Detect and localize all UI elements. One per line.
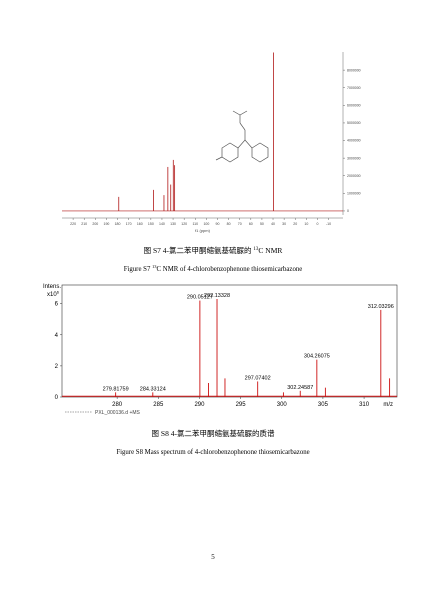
peak-label: 312.03296	[368, 304, 394, 310]
y-tick-label: 4000000	[347, 139, 361, 143]
caption-text: Figure S7	[124, 266, 152, 273]
y-tick-label: 5000000	[347, 121, 361, 125]
y-tick-label: 4	[55, 333, 59, 339]
caption-sup: 13	[152, 264, 157, 269]
peak-label: 304.26075	[304, 354, 330, 360]
x-tick-label: 90	[216, 222, 220, 226]
captions: 图 S7 4-氯二苯甲酮缩氨基硫脲的 13C NMR Figure S7 13C…	[116, 245, 309, 561]
x-tick-label: 140	[159, 222, 165, 226]
x-tick-label: -10	[326, 222, 331, 226]
y-tick-label: 2000000	[347, 174, 361, 178]
y-tick-label: 3000000	[347, 156, 361, 160]
x-tick-label: 220	[70, 222, 76, 226]
x-tick-label: 70	[238, 222, 242, 226]
x-tick-label: 295	[236, 402, 247, 408]
peak-label: 279.81759	[103, 386, 129, 392]
x-tick-label: 110	[192, 222, 198, 226]
page-number: 5	[211, 553, 215, 561]
x-tick-label: 80	[227, 222, 231, 226]
x-tick-label: 300	[277, 402, 288, 408]
y-tick-label: 7000000	[347, 86, 361, 90]
x-axis-label: m/z	[383, 402, 393, 408]
peak-label: 290.05127	[187, 295, 213, 301]
x-tick-label: 305	[318, 402, 329, 408]
peak-label: 292.13328	[204, 293, 230, 299]
peak-label: 284.33124	[140, 386, 166, 392]
y-multiplier: x106	[47, 290, 60, 299]
caption-text: C NMR	[258, 246, 282, 255]
y-multiplier-base: x10	[47, 292, 57, 298]
legend-label: PXL_000136.d +MS	[95, 410, 141, 416]
y-axis-label: Intens.	[43, 284, 61, 290]
x-tick-label: 120	[181, 222, 187, 226]
caption-en: Figure S7 13C NMR of 4-chlorobenzophenon…	[124, 264, 303, 273]
x-tick-label: 50	[260, 222, 264, 226]
caption-text: C NMR of 4-chlorobenzophenone thiosemica…	[157, 266, 303, 273]
x-tick-label: 290	[194, 402, 205, 408]
x-tick-label: 200	[92, 222, 98, 226]
x-tick-label: 190	[104, 222, 110, 226]
y-tick-label: 8000000	[347, 68, 361, 72]
y-tick-label: 0	[55, 395, 59, 401]
x-tick-label: 170	[126, 222, 132, 226]
plot-frame	[61, 284, 398, 398]
y-tick-label: 1000000	[347, 192, 361, 196]
caption-cn: 图 S7 4-氯二苯甲酮缩氨基硫脲的 13C NMR	[144, 245, 283, 255]
caption-en: Figure S8 Mass spectrum of 4-chlorobenzo…	[116, 449, 309, 456]
x-tick-label: 30	[282, 222, 286, 226]
structure	[215, 110, 269, 163]
x-axis-label: f1 (ppm)	[195, 228, 211, 233]
x-tick-label: 280	[112, 402, 123, 408]
peak-label: 302.24587	[287, 385, 313, 391]
y-tick-label: 0	[347, 209, 349, 213]
caption-text: 图 S7 4-氯二苯甲酮缩氨基硫脲的	[144, 245, 254, 255]
x-tick-label: 20	[293, 222, 297, 226]
y-tick-label: 2	[55, 364, 59, 370]
x-tick-label: 100	[203, 222, 209, 226]
x-tick-label: 40	[271, 222, 275, 226]
x-tick-label: 180	[115, 222, 121, 226]
x-tick-label: 150	[148, 222, 154, 226]
y-tick-label: 6	[55, 302, 59, 308]
peak-label: 297.07402	[245, 375, 271, 381]
x-tick-label: 160	[137, 222, 143, 226]
x-tick-label: 285	[153, 402, 164, 408]
x-tick-label: 60	[249, 222, 253, 226]
y-multiplier-exp: 6	[57, 290, 60, 295]
y-tick-label: 6000000	[347, 104, 361, 108]
x-tick-label: 130	[170, 222, 176, 226]
x-tick-label: 10	[304, 222, 308, 226]
x-tick-label: 310	[359, 402, 370, 408]
caption-sup: 13	[253, 247, 259, 252]
x-tick-label: 0	[316, 222, 318, 226]
x-tick-label: 210	[81, 222, 87, 226]
caption-cn: 图 S8 4-氯二苯甲酮缩氨基硫脲的质谱	[152, 428, 275, 438]
